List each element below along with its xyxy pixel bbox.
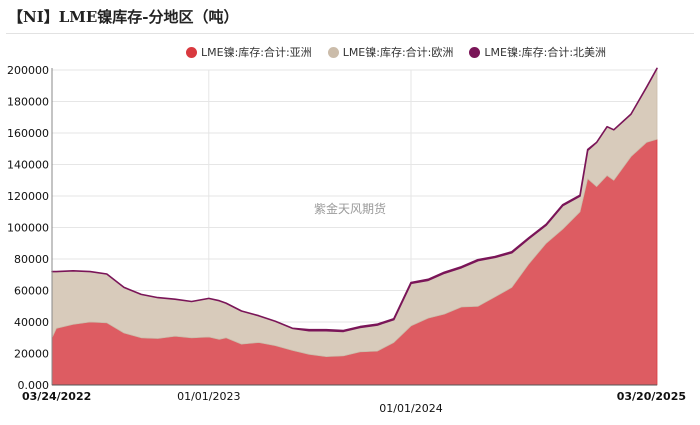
legend-label-asia: LME镍:库存:合计:亚洲 [201,46,312,59]
y-tick-label: 100000 [7,222,49,235]
legend-item-europe[interactable]: LME镍:库存:合计:欧洲 [327,44,454,60]
y-tick-label: 20000 [14,348,49,361]
x-tick-label: 03/20/2025 [617,390,686,403]
y-tick-label: 80000 [14,253,49,266]
legend-swatch-north-america [469,46,481,58]
y-tick-label: 40000 [14,316,49,329]
legend-swatch-asia [186,46,197,58]
area-series [51,67,658,386]
title-divider [6,33,694,34]
y-tick-label: 160000 [7,127,49,140]
legend-label-north-america: LME镍:库存:合计:北美洲 [484,46,607,59]
y-tick-label: 120000 [7,190,49,203]
y-tick-label: 180000 [7,96,49,109]
chart-legend: LME镍:库存:合计:亚洲 LME镍:库存:合计:欧洲 LME镍:库存:合计:北… [186,44,606,60]
legend-item-asia[interactable]: LME镍:库存:合计:亚洲 [186,44,312,60]
area-series-north-america [51,67,658,333]
watermark-text: 紫金天风期货 [314,201,386,216]
y-tick-label: 140000 [7,159,49,172]
legend-item-north-america[interactable]: LME镍:库存:合计:北美洲 [469,44,606,60]
chart-title: 【NI】LME镍库存-分地区（吨） [8,8,239,26]
y-tick-label: 200000 [7,64,49,77]
axes: 0.000 20000 40000 60000 80000 100000 120000 140… [7,64,686,415]
y-tick-label: 60000 [14,285,49,298]
x-tick-label: 01/01/2024 [379,402,442,415]
legend-label-europe: LME镍:库存:合计:欧洲 [342,46,454,59]
y-tick-label: 0.000 [18,379,50,392]
legend-swatch-europe [327,46,339,58]
x-tick-label: 03/24/2022 [22,390,91,403]
x-tick-label: 01/01/2023 [177,390,240,403]
